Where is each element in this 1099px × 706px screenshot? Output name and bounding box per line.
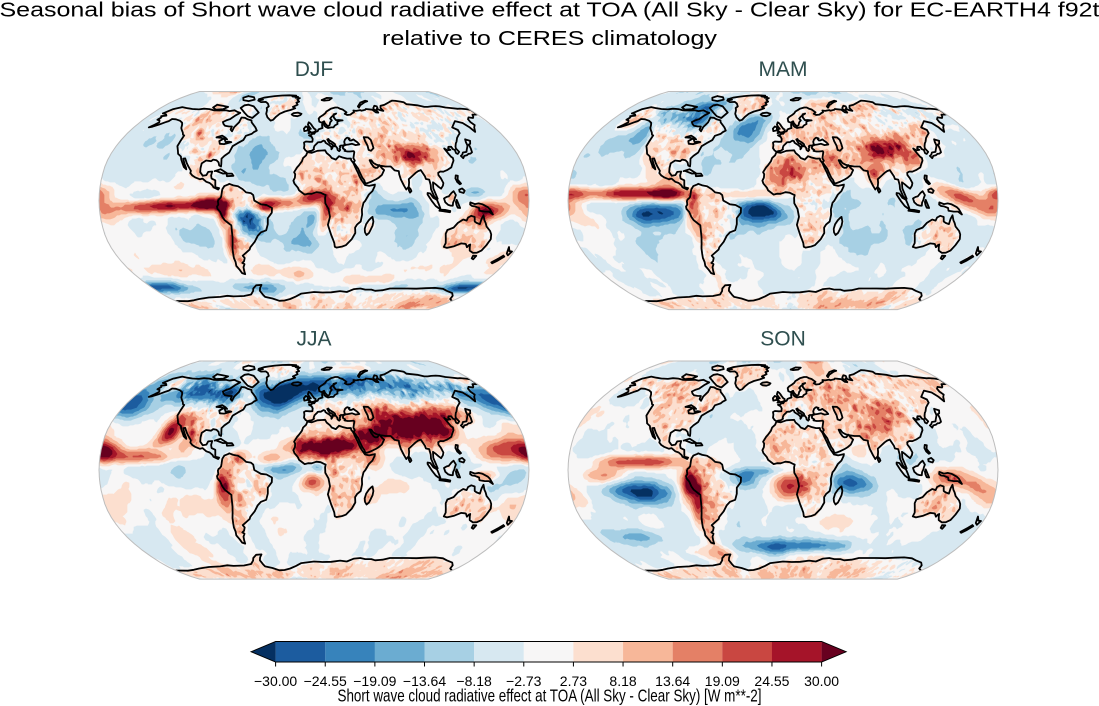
svg-text:SON: SON [760,327,806,350]
svg-text:−30.00: −30.00 [254,673,297,689]
svg-text:relative to CERES climatology: relative to CERES climatology [382,28,718,50]
svg-text:−8.18: −8.18 [456,673,492,689]
svg-text:−13.64: −13.64 [403,673,446,689]
svg-text:2.73: 2.73 [560,673,587,689]
svg-text:24.55: 24.55 [754,673,789,689]
svg-text:13.64: 13.64 [655,673,690,689]
svg-text:19.09: 19.09 [705,673,740,689]
svg-text:DJF: DJF [295,58,334,81]
svg-text:−24.55: −24.55 [304,673,347,689]
svg-text:30.00: 30.00 [804,673,839,689]
svg-text:Short wave cloud radiative eff: Short wave cloud radiative effect at TOA… [338,686,762,706]
svg-text:−2.73: −2.73 [506,673,542,689]
svg-text:Seasonal bias of Short wave cl: Seasonal bias of Short wave cloud radiat… [0,0,1099,21]
svg-text:−19.09: −19.09 [353,673,396,689]
svg-text:8.18: 8.18 [609,673,636,689]
svg-text:MAM: MAM [759,58,808,81]
svg-text:JJA: JJA [296,327,331,350]
